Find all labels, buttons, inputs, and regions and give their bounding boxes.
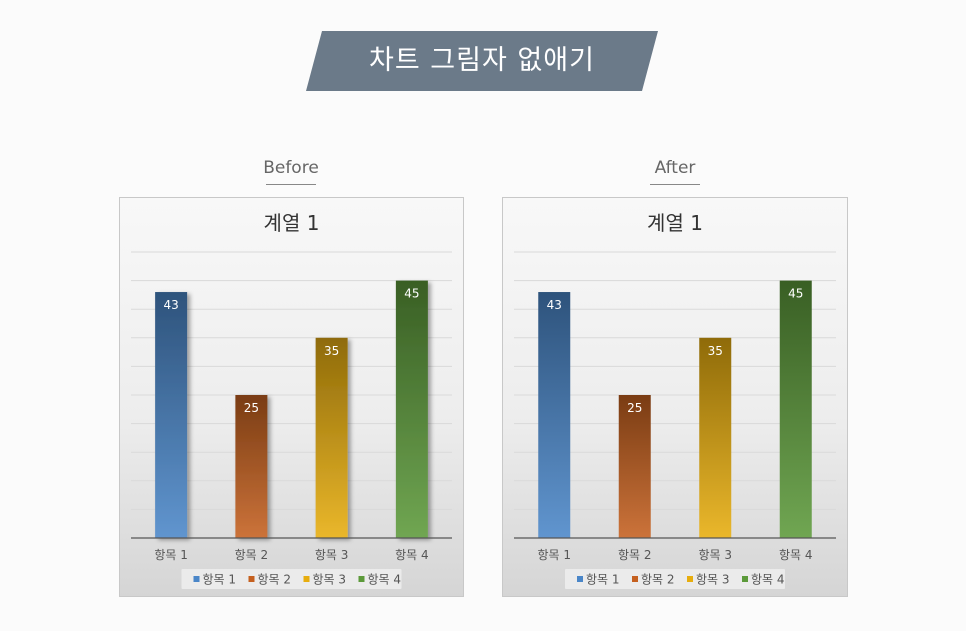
legend-swatch bbox=[687, 576, 693, 582]
legend-swatch bbox=[577, 576, 583, 582]
x-tick-label: 항목 2 bbox=[235, 548, 269, 562]
before-label: Before bbox=[231, 158, 351, 185]
legend-entry: 항목 2 bbox=[641, 573, 675, 587]
data-label: 45 bbox=[404, 287, 419, 301]
x-tick-label: 항목 3 bbox=[315, 548, 349, 562]
after-label-text: After bbox=[654, 158, 696, 178]
legend: 항목 1 항목 2 항목 3 항목 4 bbox=[565, 569, 785, 589]
data-label: 35 bbox=[324, 344, 339, 358]
legend-swatch bbox=[248, 576, 255, 582]
legend-entry: 항목 4 bbox=[751, 573, 785, 587]
legend-entry: 항목 1 bbox=[586, 573, 620, 587]
legend-entry: 항목 3 bbox=[313, 573, 347, 587]
x-tick-label: 항목 4 bbox=[779, 548, 813, 562]
after-underline bbox=[650, 184, 700, 185]
chart-title: 계열 1 bbox=[264, 211, 320, 235]
legend-swatch bbox=[358, 576, 365, 582]
chart-title: 계열 1 bbox=[647, 211, 703, 235]
legend-swatch bbox=[632, 576, 638, 582]
legend-background bbox=[565, 569, 785, 589]
x-tick-label: 항목 4 bbox=[395, 548, 429, 562]
bar bbox=[618, 395, 651, 538]
title-banner: 차트 그림자 없애기 bbox=[306, 31, 658, 91]
data-label: 35 bbox=[708, 344, 723, 358]
data-label: 45 bbox=[788, 287, 803, 301]
x-tick-label: 항목 3 bbox=[698, 548, 732, 562]
legend: 항목 1 항목 2 항목 3 항목 4 bbox=[181, 569, 402, 589]
chart-before: 계열 1 43 항목 1 25 항목 2 35 항목 3 45 항목 4 항목 1 항목 2 항목 3… bbox=[119, 197, 464, 597]
bar bbox=[315, 337, 348, 538]
bar bbox=[538, 292, 571, 538]
legend-entry: 항목 4 bbox=[368, 573, 402, 587]
x-tick-label: 항목 2 bbox=[618, 548, 652, 562]
legend-swatch bbox=[742, 576, 748, 582]
x-tick-label: 항목 1 bbox=[537, 548, 571, 562]
bar bbox=[395, 280, 428, 538]
before-underline bbox=[266, 184, 316, 185]
legend-entry: 항목 2 bbox=[258, 573, 292, 587]
legend-background bbox=[181, 569, 402, 589]
banner-shape bbox=[306, 31, 658, 91]
legend-entry: 항목 1 bbox=[203, 573, 237, 587]
page-title: 차트 그림자 없애기 bbox=[369, 45, 595, 76]
data-label: 25 bbox=[627, 401, 642, 415]
bar bbox=[779, 280, 812, 538]
data-label: 43 bbox=[163, 298, 178, 312]
bar bbox=[699, 337, 732, 538]
data-label: 25 bbox=[244, 401, 259, 415]
legend-swatch bbox=[193, 576, 200, 582]
x-tick-label: 항목 1 bbox=[154, 548, 188, 562]
chart-after: 계열 1 43 항목 1 25 항목 2 35 항목 3 45 항목 4 항목 1 항목 2 항목 3… bbox=[502, 197, 848, 597]
before-label-text: Before bbox=[263, 158, 319, 178]
bar bbox=[155, 292, 188, 538]
data-label: 43 bbox=[547, 298, 562, 312]
after-label: After bbox=[615, 158, 735, 185]
legend-entry: 항목 3 bbox=[696, 573, 730, 587]
legend-swatch bbox=[303, 576, 310, 582]
bar bbox=[235, 395, 268, 538]
